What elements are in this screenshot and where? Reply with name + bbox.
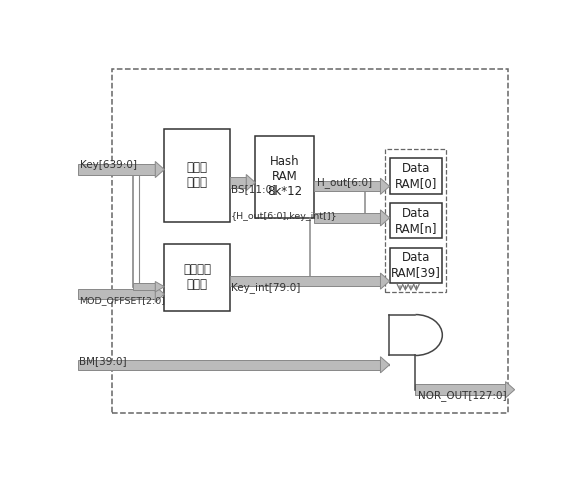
Bar bbox=[416, 384, 505, 395]
Polygon shape bbox=[380, 357, 390, 373]
Bar bbox=[78, 359, 380, 370]
Polygon shape bbox=[380, 210, 390, 226]
Bar bbox=[230, 177, 247, 188]
Polygon shape bbox=[155, 282, 164, 292]
Bar bbox=[315, 213, 380, 223]
Text: Key[639:0]: Key[639:0] bbox=[80, 160, 137, 170]
Text: {H_out[6:0],key_int[]}: {H_out[6:0],key_int[]} bbox=[230, 212, 337, 221]
Polygon shape bbox=[247, 174, 255, 191]
Text: BS[11:0]: BS[11:0] bbox=[231, 184, 276, 194]
Bar bbox=[255, 136, 315, 218]
Bar bbox=[315, 181, 380, 191]
Text: Data
RAM[n]: Data RAM[n] bbox=[394, 207, 437, 235]
Text: 关键字选
择逻辑: 关键字选 择逻辑 bbox=[183, 263, 211, 291]
Bar bbox=[390, 158, 442, 194]
Wedge shape bbox=[416, 315, 440, 355]
Bar bbox=[133, 284, 155, 290]
Text: Data
RAM[0]: Data RAM[0] bbox=[394, 162, 437, 190]
Bar bbox=[390, 248, 442, 283]
Text: 比特选
择逻辑: 比特选 择逻辑 bbox=[187, 161, 208, 189]
Bar bbox=[78, 289, 155, 299]
Polygon shape bbox=[380, 273, 390, 289]
Text: Hash
RAM
8k*12: Hash RAM 8k*12 bbox=[267, 156, 302, 199]
Bar bbox=[385, 149, 447, 292]
Bar bbox=[78, 164, 155, 175]
Polygon shape bbox=[155, 161, 164, 178]
Text: Key_int[79:0]: Key_int[79:0] bbox=[231, 282, 301, 293]
Bar bbox=[390, 203, 442, 238]
Bar bbox=[164, 128, 230, 222]
Text: BM[39:0]: BM[39:0] bbox=[79, 356, 127, 367]
Polygon shape bbox=[505, 382, 515, 398]
Bar bbox=[112, 69, 508, 413]
Polygon shape bbox=[380, 178, 390, 194]
Text: Data
RAM[39]: Data RAM[39] bbox=[391, 251, 441, 279]
Bar bbox=[389, 314, 418, 355]
Text: H_out[6:0]: H_out[6:0] bbox=[317, 177, 372, 188]
Bar bbox=[230, 276, 380, 286]
Text: NOR_OUT[127:0]: NOR_OUT[127:0] bbox=[418, 390, 507, 401]
Text: MOD_OFFSET[2:0]: MOD_OFFSET[2:0] bbox=[79, 296, 166, 305]
Bar bbox=[164, 244, 230, 311]
Polygon shape bbox=[155, 286, 164, 302]
